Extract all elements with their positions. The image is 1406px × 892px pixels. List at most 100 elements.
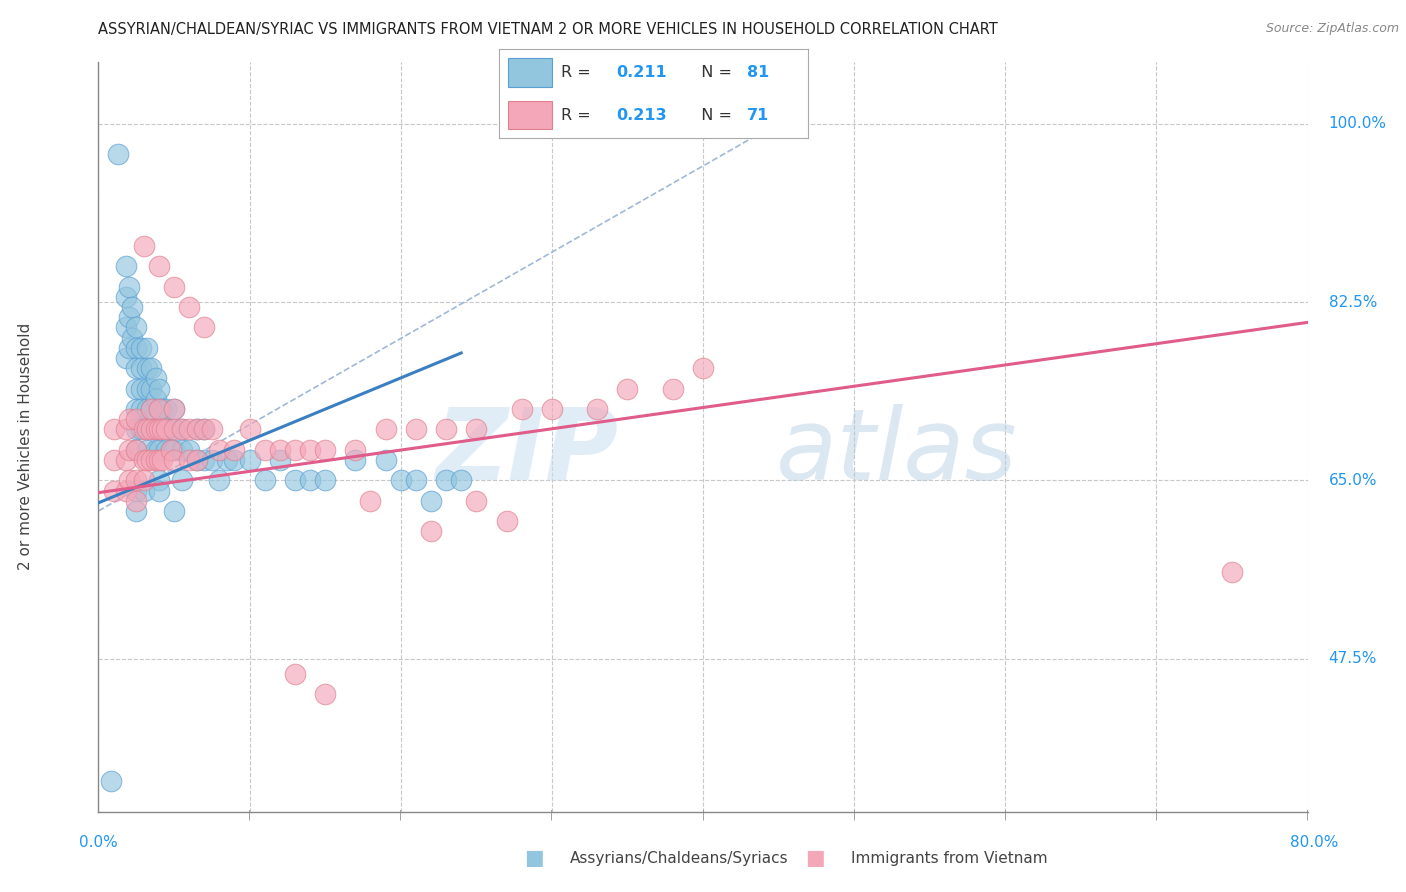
Point	[141, 453, 163, 467]
Text: |: |	[852, 809, 856, 820]
Point	[405, 474, 427, 488]
Point	[155, 422, 177, 436]
Point	[114, 260, 136, 274]
Point	[495, 514, 517, 528]
Point	[540, 402, 562, 417]
Point	[107, 147, 129, 161]
Text: ASSYRIAN/CHALDEAN/SYRIAC VS IMMIGRANTS FROM VIETNAM 2 OR MORE VEHICLES IN HOUSEH: ASSYRIAN/CHALDEAN/SYRIAC VS IMMIGRANTS F…	[98, 22, 998, 37]
Point	[155, 402, 177, 417]
Point	[148, 382, 170, 396]
Point	[125, 320, 148, 334]
Point	[135, 453, 157, 467]
Point	[299, 474, 322, 488]
Text: R =: R =	[561, 65, 596, 79]
Point	[129, 402, 152, 417]
Text: R =: R =	[561, 108, 596, 122]
Text: 47.5%: 47.5%	[1329, 651, 1376, 666]
Point	[170, 422, 193, 436]
Point	[135, 442, 157, 457]
Text: 2 or more Vehicles in Household: 2 or more Vehicles in Household	[18, 322, 32, 570]
Point	[132, 422, 155, 436]
Point	[125, 361, 148, 376]
Point	[465, 493, 488, 508]
Point	[284, 442, 307, 457]
Point	[145, 453, 167, 467]
Point	[114, 351, 136, 365]
Point	[253, 442, 276, 457]
Text: |: |	[247, 809, 252, 820]
Point	[215, 453, 238, 467]
Text: 0.213: 0.213	[617, 108, 668, 122]
Point	[118, 279, 141, 293]
Point	[148, 260, 170, 274]
Point	[224, 453, 246, 467]
Point	[284, 667, 307, 681]
Point	[103, 422, 125, 436]
Point	[148, 402, 170, 417]
Point	[103, 453, 125, 467]
Point	[150, 422, 173, 436]
Point	[125, 442, 148, 457]
Point	[170, 474, 193, 488]
Point	[145, 392, 167, 406]
Point	[163, 402, 186, 417]
Point	[118, 412, 141, 426]
Text: 100.0%: 100.0%	[1329, 116, 1386, 131]
Point	[125, 422, 148, 436]
Point	[163, 504, 186, 518]
Point	[419, 524, 441, 539]
Point	[186, 453, 208, 467]
Point	[201, 453, 224, 467]
Point	[374, 453, 396, 467]
Point	[253, 474, 276, 488]
Text: N =: N =	[690, 108, 737, 122]
Point	[193, 422, 215, 436]
Point	[145, 371, 167, 385]
Text: 80.0%: 80.0%	[1291, 836, 1339, 850]
Point	[148, 422, 170, 436]
Point	[135, 361, 157, 376]
Point	[661, 382, 683, 396]
Point	[132, 239, 155, 253]
Point	[419, 493, 441, 508]
Point	[155, 422, 177, 436]
Point	[150, 402, 173, 417]
Point	[129, 361, 152, 376]
Point	[129, 422, 152, 436]
Text: |: |	[1154, 809, 1159, 820]
Point	[269, 442, 291, 457]
Point	[141, 402, 163, 417]
Point	[135, 422, 157, 436]
Text: ZIP: ZIP	[436, 403, 619, 500]
Point	[125, 442, 148, 457]
Point	[145, 422, 167, 436]
Point	[114, 453, 136, 467]
Point	[114, 320, 136, 334]
Point	[125, 382, 148, 396]
Point	[692, 361, 714, 376]
Point	[186, 422, 208, 436]
Point	[193, 422, 215, 436]
Point	[148, 442, 170, 457]
Point	[208, 442, 231, 457]
Point	[125, 341, 148, 355]
Text: 65.0%: 65.0%	[1329, 473, 1376, 488]
Point	[135, 422, 157, 436]
Point	[121, 331, 143, 345]
Point	[163, 453, 186, 467]
Point	[239, 453, 262, 467]
Point	[284, 474, 307, 488]
Point	[163, 442, 186, 457]
Point	[208, 474, 231, 488]
Point	[148, 474, 170, 488]
Point	[132, 483, 155, 498]
Text: 0.211: 0.211	[617, 65, 668, 79]
Point	[150, 422, 173, 436]
Point	[177, 422, 201, 436]
Point	[118, 310, 141, 325]
Point	[616, 382, 638, 396]
Point	[125, 483, 148, 498]
Point	[141, 382, 163, 396]
Point	[141, 402, 163, 417]
Text: N =: N =	[690, 65, 737, 79]
